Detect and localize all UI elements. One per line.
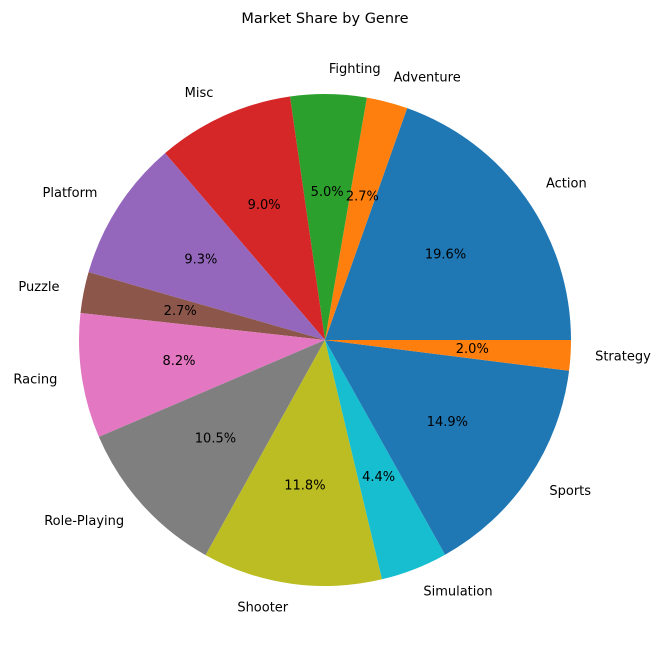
- slice-label-shooter: Shooter: [237, 601, 288, 616]
- percent-label-strategy: 2.0%: [456, 342, 489, 357]
- slice-label-adventure: Adventure: [393, 71, 460, 86]
- slice-label-platform: Platform: [43, 186, 98, 201]
- pie-slices: [78, 93, 571, 587]
- slice-label-strategy: Strategy: [595, 349, 651, 364]
- percent-label-role-playing: 10.5%: [195, 431, 236, 446]
- percent-label-misc: 9.0%: [248, 198, 281, 213]
- pie-slice-strategy: [325, 340, 571, 371]
- slice-label-simulation: Simulation: [423, 585, 492, 600]
- percent-label-racing: 8.2%: [162, 354, 195, 369]
- pie-slice-sports: [325, 340, 570, 555]
- pie-slice-puzzle: [80, 272, 325, 340]
- slice-labels: Action Adventure Fighting Misc Platform Puzzl…: [13, 62, 651, 616]
- slice-label-misc: Misc: [185, 86, 214, 101]
- pie-slice-misc: [165, 96, 325, 340]
- slice-label-racing: Racing: [13, 372, 57, 387]
- percent-label-sports: 14.9%: [427, 415, 468, 430]
- percent-labels: 19.6%2.7%5.0%9.0%9.3%2.7%8.2%10.5%11.8%4…: [162, 185, 488, 494]
- percent-label-simulation: 4.4%: [362, 470, 395, 485]
- percent-label-fighting: 5.0%: [311, 185, 344, 200]
- slice-label-action: Action: [546, 176, 587, 191]
- chart-title: Market Share by Genre: [241, 11, 408, 27]
- percent-label-adventure: 2.7%: [346, 190, 379, 205]
- slice-label-role-playing: Role-Playing: [44, 514, 124, 529]
- pie-slice-action: [325, 108, 571, 340]
- slice-label-puzzle: Puzzle: [18, 280, 59, 295]
- percent-label-puzzle: 2.7%: [164, 304, 197, 319]
- pie-slice-adventure: [325, 97, 408, 340]
- pie-slice-shooter: [205, 340, 382, 587]
- percent-label-action: 19.6%: [425, 247, 466, 262]
- percent-label-platform: 9.3%: [184, 253, 217, 268]
- pie-slice-fighting: [289, 93, 367, 341]
- slice-label-sports: Sports: [549, 484, 591, 499]
- slice-label-fighting: Fighting: [329, 62, 381, 77]
- pie-slice-simulation: [325, 340, 446, 580]
- pie-slice-platform: [88, 153, 325, 340]
- pie-slice-racing: [78, 313, 325, 437]
- pie-slice-role-playing: [98, 340, 325, 556]
- percent-label-shooter: 11.8%: [284, 479, 325, 494]
